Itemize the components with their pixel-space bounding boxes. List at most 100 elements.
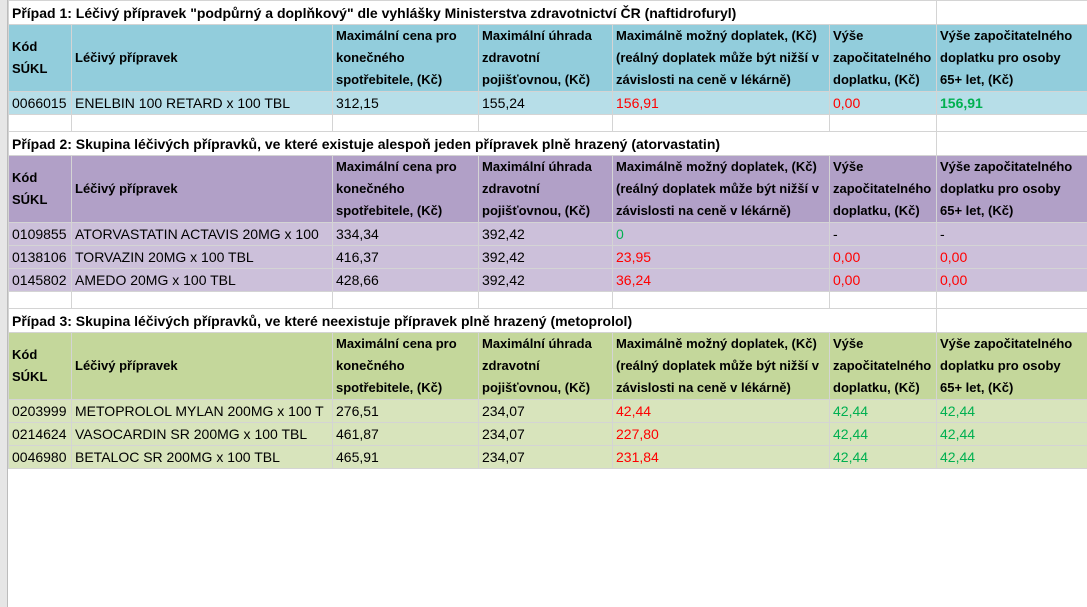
cell: 156,91 xyxy=(936,91,1087,115)
data-row: 0046980 BETALOC SR 200MG x 100 TBL 465,91 2… xyxy=(8,445,1087,469)
cell: 156,91 xyxy=(612,91,830,115)
cell: 461,87 xyxy=(332,422,479,446)
cell: 392,42 xyxy=(478,245,613,269)
cell: 155,24 xyxy=(478,91,613,115)
cell: 0 xyxy=(612,222,830,246)
cell: 0,00 xyxy=(936,268,1087,292)
empty-cell xyxy=(71,291,333,309)
cell: 42,44 xyxy=(612,399,830,423)
cell: 0066015 xyxy=(8,91,72,115)
data-row: 0145802 AMEDO 20MG x 100 TBL 428,66 392,42 3… xyxy=(8,268,1087,292)
section-title-row: Případ 2: Skupina léčivých přípravků, ve… xyxy=(8,131,1087,156)
cell: 0138106 xyxy=(8,245,72,269)
empty-cell xyxy=(8,291,72,309)
cell: METOPROLOL MYLAN 200MG x 100 T xyxy=(71,399,333,423)
data-row: 0138106 TORVAZIN 20MG x 100 TBL 416,37 392,… xyxy=(8,245,1087,269)
data-row: 0109855 ATORVASTATIN ACTAVIS 20MG x 100 33… xyxy=(8,222,1087,246)
header-row: Kód SÚKL Léčivý přípravek Maximální cena p… xyxy=(8,155,1087,223)
empty-cell xyxy=(829,291,937,309)
empty-cell xyxy=(936,0,1087,25)
cell: 0046980 xyxy=(8,445,72,469)
column-header: Maximální cena pro konečného spotřebitel… xyxy=(332,155,479,223)
column-header: Výše započitatelného doplatku, (Kč) xyxy=(829,332,937,400)
cell: 428,66 xyxy=(332,268,479,292)
cell: 42,44 xyxy=(829,422,937,446)
empty-cell xyxy=(936,291,1087,309)
empty-cell xyxy=(829,114,937,132)
column-header: Maximální úhrada zdravotní pojišťovnou, … xyxy=(478,155,613,223)
cell: - xyxy=(936,222,1087,246)
column-header: Maximálně možný doplatek, (Kč) (reálný d… xyxy=(612,155,830,223)
section-title: Případ 2: Skupina léčivých přípravků, ve… xyxy=(8,131,937,156)
header-row: Kód SÚKL Léčivý přípravek Maximální cena p… xyxy=(8,24,1087,92)
cell: 42,44 xyxy=(936,399,1087,423)
cell: 42,44 xyxy=(936,445,1087,469)
section-title: Případ 3: Skupina léčivých přípravků, ve… xyxy=(8,308,937,333)
column-header: Výše započitatelného doplatku, (Kč) xyxy=(829,24,937,92)
empty-cell xyxy=(936,114,1087,132)
sheet-table: Případ 1: Léčivý přípravek "podpůrný a d… xyxy=(8,0,1087,469)
data-row: 0203999 METOPROLOL MYLAN 200MG x 100 T 276… xyxy=(8,399,1087,423)
data-row: 0066015 ENELBIN 100 RETARD x 100 TBL 312,1… xyxy=(8,91,1087,115)
cell: 0203999 xyxy=(8,399,72,423)
cell: 0,00 xyxy=(829,91,937,115)
section-title-row: Případ 3: Skupina léčivých přípravků, ve… xyxy=(8,308,1087,333)
cell: 392,42 xyxy=(478,222,613,246)
cell: 42,44 xyxy=(936,422,1087,446)
column-header: Maximální cena pro konečného spotřebitel… xyxy=(332,24,479,92)
cell: TORVAZIN 20MG x 100 TBL xyxy=(71,245,333,269)
column-header: Maximálně možný doplatek, (Kč) (reálný d… xyxy=(612,332,830,400)
column-header: Léčivý přípravek xyxy=(71,155,333,223)
empty-cell xyxy=(478,114,613,132)
column-header: Léčivý přípravek xyxy=(71,24,333,92)
column-header: Léčivý přípravek xyxy=(71,332,333,400)
cell: 465,91 xyxy=(332,445,479,469)
empty-cell xyxy=(71,114,333,132)
column-header: Kód SÚKL xyxy=(8,155,72,223)
data-row: 0214624 VASOCARDIN SR 200MG x 100 TBL 461,… xyxy=(8,422,1087,446)
empty-cell xyxy=(332,114,479,132)
column-header: Kód SÚKL xyxy=(8,332,72,400)
empty-cell xyxy=(478,291,613,309)
empty-cell xyxy=(8,114,72,132)
empty-cell xyxy=(936,308,1087,333)
empty-cell xyxy=(332,291,479,309)
column-header: Výše započitatelného doplatku pro osoby … xyxy=(936,24,1087,92)
cell: 234,07 xyxy=(478,422,613,446)
cell: 312,15 xyxy=(332,91,479,115)
cell: 42,44 xyxy=(829,399,937,423)
cell: 0,00 xyxy=(829,245,937,269)
cell: ENELBIN 100 RETARD x 100 TBL xyxy=(71,91,333,115)
cell: 0145802 xyxy=(8,268,72,292)
empty-row xyxy=(8,114,1087,132)
cell: BETALOC SR 200MG x 100 TBL xyxy=(71,445,333,469)
row-header-strip xyxy=(0,0,8,607)
cell: 227,80 xyxy=(612,422,830,446)
column-header: Výše započitatelného doplatku pro osoby … xyxy=(936,155,1087,223)
cell: AMEDO 20MG x 100 TBL xyxy=(71,268,333,292)
column-header: Maximálně možný doplatek, (Kč) (reálný d… xyxy=(612,24,830,92)
column-header: Výše započitatelného doplatku, (Kč) xyxy=(829,155,937,223)
cell: 0,00 xyxy=(829,268,937,292)
cell: 234,07 xyxy=(478,445,613,469)
cell: 276,51 xyxy=(332,399,479,423)
cell: 234,07 xyxy=(478,399,613,423)
cell: 42,44 xyxy=(829,445,937,469)
empty-cell xyxy=(612,291,830,309)
cell: 231,84 xyxy=(612,445,830,469)
cell: 0109855 xyxy=(8,222,72,246)
section-title-row: Případ 1: Léčivý přípravek "podpůrný a d… xyxy=(8,0,1087,25)
cell: 0,00 xyxy=(936,245,1087,269)
section-title: Případ 1: Léčivý přípravek "podpůrný a d… xyxy=(8,0,937,25)
column-header: Výše započitatelného doplatku pro osoby … xyxy=(936,332,1087,400)
column-header: Maximální cena pro konečného spotřebitel… xyxy=(332,332,479,400)
cell: ATORVASTATIN ACTAVIS 20MG x 100 xyxy=(71,222,333,246)
cell: 36,24 xyxy=(612,268,830,292)
cell: VASOCARDIN SR 200MG x 100 TBL xyxy=(71,422,333,446)
cell: 392,42 xyxy=(478,268,613,292)
cell: 23,95 xyxy=(612,245,830,269)
empty-cell xyxy=(936,131,1087,156)
header-row: Kód SÚKL Léčivý přípravek Maximální cena p… xyxy=(8,332,1087,400)
column-header: Maximální úhrada zdravotní pojišťovnou, … xyxy=(478,332,613,400)
